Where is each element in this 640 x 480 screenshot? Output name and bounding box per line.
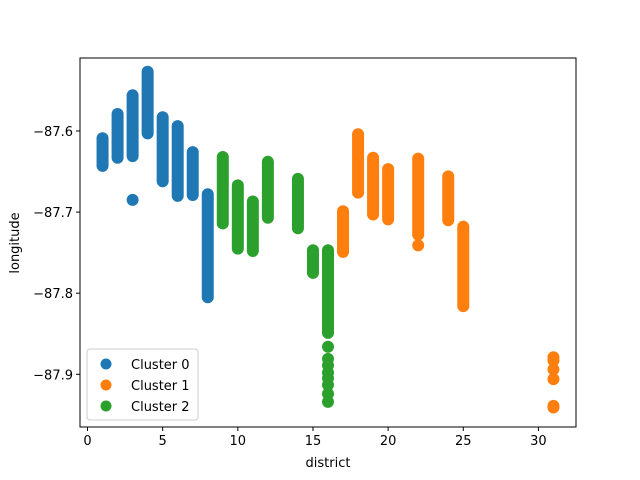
point-column	[382, 163, 395, 226]
point-column	[96, 132, 109, 172]
point-column	[352, 128, 365, 199]
point-column	[337, 205, 350, 258]
y-tick-label: −87.6	[33, 125, 73, 140]
point-column	[216, 150, 229, 230]
y-axis: −87.6 −87.7 −87.8 −87.9	[33, 125, 80, 383]
x-tick-label: 5	[159, 434, 167, 449]
legend-label: Cluster 1	[131, 379, 190, 394]
y-tick-label: −87.9	[33, 368, 73, 383]
point-column	[126, 89, 139, 163]
point-column	[156, 111, 169, 188]
plot-frame	[79, 57, 577, 428]
point-column	[141, 65, 154, 140]
point-column	[291, 172, 304, 235]
series-cluster-0	[96, 65, 214, 304]
point-column	[261, 155, 274, 224]
point-column	[412, 152, 425, 241]
legend-marker	[100, 400, 112, 412]
point-column	[171, 120, 184, 202]
series-cluster-1	[337, 128, 560, 414]
data-point	[547, 354, 560, 367]
x-axis: 0 5 10 15 20 25 30	[83, 427, 547, 449]
x-tick-label: 10	[230, 434, 247, 449]
legend-box	[86, 348, 199, 421]
x-tick-label: 0	[83, 434, 91, 449]
legend: Cluster 0 Cluster 1 Cluster 2	[86, 348, 199, 421]
x-axis-label: district	[306, 456, 351, 471]
legend-marker	[100, 379, 112, 391]
x-tick-label: 20	[380, 434, 397, 449]
point-column	[306, 244, 319, 279]
point-column	[442, 170, 455, 227]
y-tick-label: −87.7	[33, 206, 73, 221]
point-column	[367, 151, 380, 221]
data-point	[322, 340, 334, 353]
x-tick-label: 30	[530, 434, 547, 449]
point-column	[322, 244, 334, 339]
data-point	[322, 395, 334, 408]
data-point	[412, 239, 425, 252]
point-column	[201, 188, 214, 304]
data-point	[547, 401, 560, 414]
y-axis-label: longitude	[8, 212, 23, 273]
x-tick-label: 15	[305, 434, 322, 449]
data-marks	[96, 65, 560, 414]
x-tick-label: 25	[455, 434, 472, 449]
data-point	[547, 373, 560, 386]
data-point	[126, 193, 139, 206]
series-cluster-2	[216, 150, 334, 408]
legend-label: Cluster 0	[131, 358, 190, 373]
legend-marker	[100, 358, 112, 370]
point-column	[246, 195, 259, 258]
data-point	[547, 363, 560, 376]
point-column	[111, 107, 124, 164]
point-column	[186, 146, 199, 202]
point-column	[231, 179, 244, 255]
y-tick-label: −87.8	[33, 287, 73, 302]
point-column	[457, 220, 470, 313]
data-point	[322, 378, 334, 391]
legend-label: Cluster 2	[131, 400, 190, 415]
